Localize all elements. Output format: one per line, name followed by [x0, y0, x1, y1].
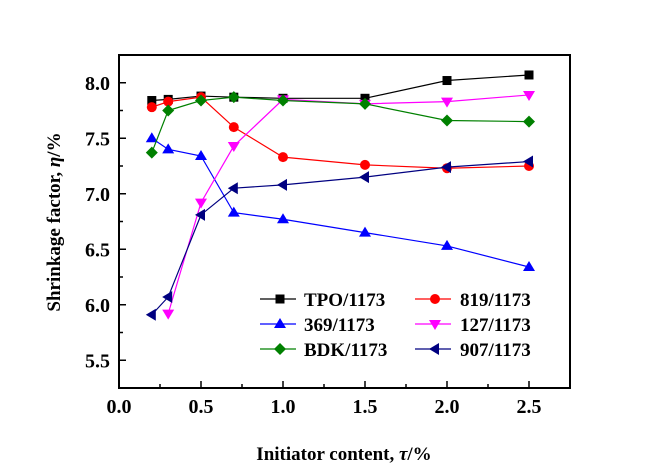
data-point — [441, 114, 453, 127]
data-point — [441, 161, 451, 174]
data-point — [147, 96, 157, 106]
legend-item: 127/1173 — [415, 315, 531, 336]
data-point — [523, 90, 535, 101]
data-point — [145, 146, 158, 159]
legend-label: 369/1173 — [304, 315, 375, 336]
legend: TPO/1173 819/1173 369/1173 127/1173 BDK/1173… — [260, 290, 531, 361]
x-tick-label: 0.0 — [107, 396, 132, 418]
data-point — [227, 91, 240, 104]
y-axis-label: Shrinkage factor, η/% — [44, 132, 65, 311]
data-point — [195, 150, 207, 161]
series-line — [151, 74, 530, 102]
data-point — [524, 70, 534, 80]
legend-item: 907/1173 — [415, 340, 531, 361]
legend-item: BDK/1173 — [260, 340, 387, 361]
data-point — [163, 96, 174, 107]
y-tick-label: 6.5 — [85, 239, 110, 261]
legend-label: 907/1173 — [460, 340, 531, 361]
data-point — [442, 76, 452, 86]
y-tick-label: 8.0 — [85, 73, 110, 95]
legend-marker — [275, 294, 285, 304]
legend-item: 819/1173 — [415, 290, 531, 311]
series-line — [151, 96, 530, 169]
legend-label: 127/1173 — [460, 315, 531, 336]
x-tick-label: 1.5 — [353, 396, 378, 418]
legend-item: 369/1173 — [260, 315, 375, 336]
data-point — [277, 213, 289, 224]
series-line — [167, 94, 530, 314]
legend-marker — [429, 343, 439, 355]
series-line — [151, 96, 530, 153]
data-point — [195, 208, 205, 221]
data-point — [278, 152, 288, 163]
series-line — [151, 160, 530, 316]
y-tick-label: 7.5 — [85, 128, 110, 150]
x-tick-label: 0.5 — [189, 396, 214, 418]
data-point — [359, 171, 369, 184]
series-819-1173 — [146, 92, 534, 174]
legend-label: TPO/1173 — [304, 290, 385, 311]
x-tick-label: 2.5 — [517, 396, 542, 418]
data-point — [227, 142, 240, 153]
legend-marker — [274, 318, 286, 328]
data-point — [359, 226, 371, 237]
legend-marker — [429, 320, 441, 330]
data-point — [145, 308, 156, 321]
series-127-1173 — [162, 90, 535, 320]
data-point — [227, 206, 240, 217]
data-point — [359, 97, 371, 110]
y-tick-label: 7.0 — [85, 184, 110, 206]
data-point — [523, 155, 533, 168]
legend-marker — [274, 343, 286, 355]
series-907-1173 — [145, 155, 533, 321]
data-point — [195, 94, 207, 107]
data-point — [277, 94, 289, 107]
legend-label: BDK/1173 — [304, 340, 387, 361]
data-point — [228, 122, 239, 133]
data-point — [277, 178, 287, 191]
x-tick-label: 1.0 — [271, 396, 296, 418]
data-point — [162, 290, 173, 303]
series-bdk-1173 — [145, 91, 535, 159]
data-point — [360, 159, 370, 170]
data-point — [227, 182, 238, 195]
y-tick-label: 6.0 — [85, 295, 110, 317]
legend-item: TPO/1173 — [260, 290, 385, 311]
legend-marker — [430, 294, 440, 304]
x-tick-label: 2.0 — [435, 396, 460, 418]
data-point — [441, 97, 453, 108]
data-point — [146, 102, 157, 113]
data-point — [523, 261, 535, 272]
data-point — [145, 132, 158, 143]
legend-label: 819/1173 — [460, 290, 531, 311]
data-point — [195, 198, 207, 209]
data-point — [162, 104, 175, 117]
series-369-1173 — [145, 132, 535, 272]
data-point — [162, 309, 175, 320]
data-point — [162, 143, 175, 154]
y-tick-label: 5.5 — [85, 350, 110, 372]
data-point — [523, 115, 535, 128]
data-point — [441, 239, 453, 250]
series-line — [151, 137, 530, 268]
x-axis-label: Initiator content, τ/% — [256, 444, 431, 465]
